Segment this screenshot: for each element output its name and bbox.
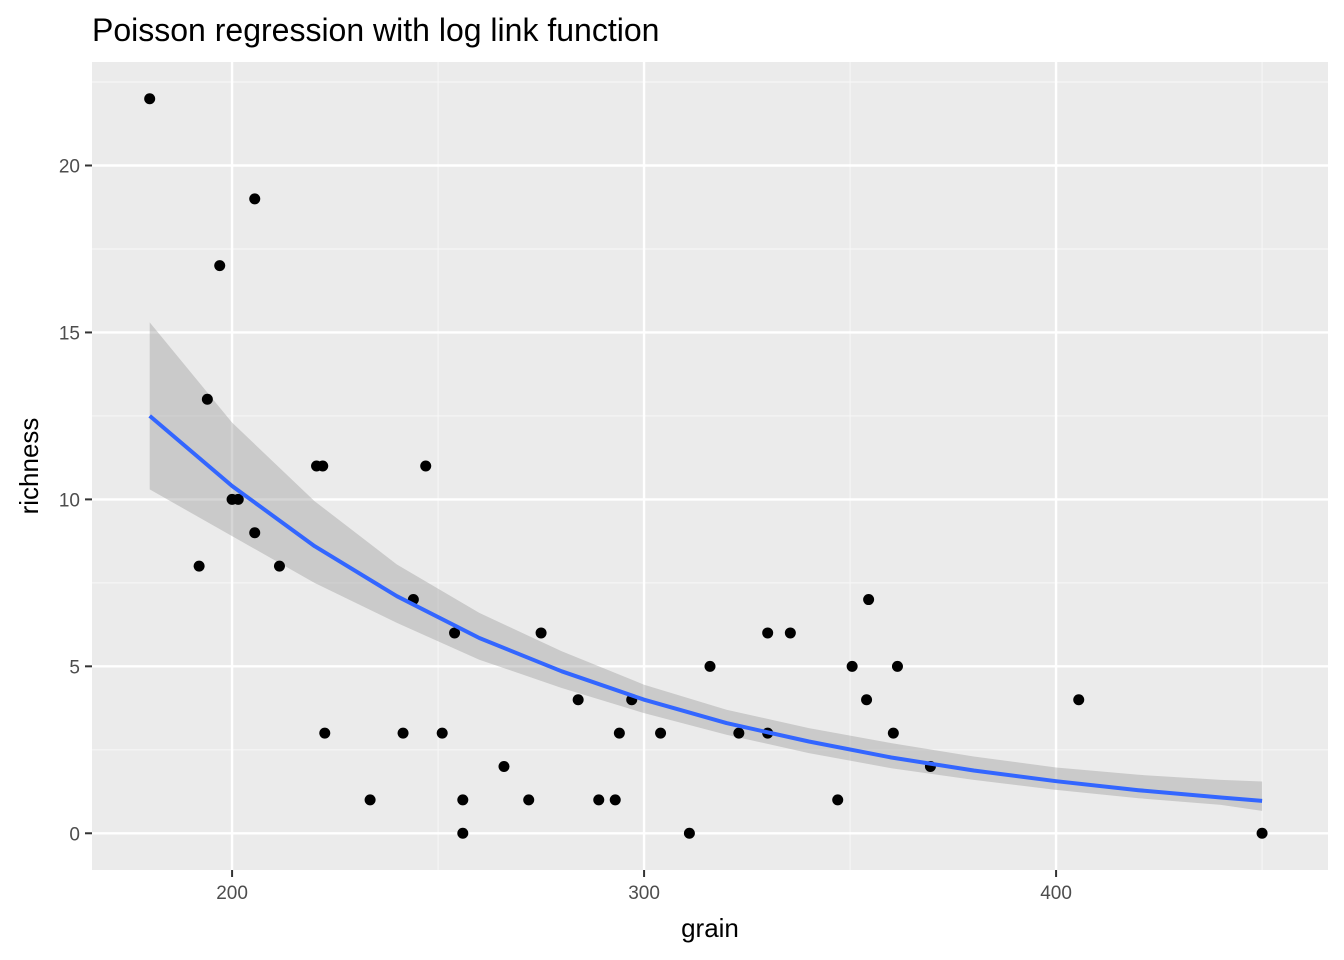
chart-title: Poisson regression with log link functio…	[92, 12, 659, 48]
data-point	[572, 694, 584, 706]
data-point	[609, 794, 621, 806]
fit-line	[148, 414, 1263, 803]
y-tick-label: 10	[59, 490, 80, 511]
data-point	[832, 794, 844, 806]
data-point	[449, 627, 461, 639]
y-axis-label: richness	[14, 418, 44, 515]
data-point	[249, 527, 261, 539]
data-point	[683, 827, 695, 839]
y-tick-label: 20	[59, 157, 80, 178]
x-tick-label: 400	[1040, 883, 1072, 904]
data-point	[214, 260, 226, 272]
data-point	[201, 393, 213, 405]
y-tick-label: 0	[69, 824, 80, 845]
data-point	[861, 694, 873, 706]
data-point	[457, 827, 469, 839]
data-point	[846, 660, 858, 672]
major-grid	[92, 62, 1328, 870]
data-point	[1256, 827, 1268, 839]
data-point	[193, 560, 205, 572]
tick-labels: 200 300 400 0 5 10 15 20	[59, 157, 1072, 904]
data-point	[704, 660, 716, 672]
y-tick-label: 5	[69, 657, 80, 678]
minor-grid	[92, 62, 1328, 870]
data-point	[655, 727, 667, 739]
data-point	[232, 493, 244, 505]
data-points	[144, 93, 1268, 839]
data-point	[613, 727, 625, 739]
plot-panel	[92, 62, 1328, 870]
y-tick-label: 15	[59, 323, 80, 344]
data-point	[535, 627, 547, 639]
data-point	[784, 627, 796, 639]
x-tick-label: 200	[216, 883, 248, 904]
data-point	[593, 794, 605, 806]
data-point	[436, 727, 448, 739]
data-point	[364, 794, 376, 806]
data-point	[397, 727, 409, 739]
x-axis-label: grain	[681, 913, 739, 943]
x-tick-label: 300	[628, 883, 660, 904]
data-point	[144, 93, 156, 105]
data-point	[863, 594, 875, 606]
data-point	[273, 560, 285, 572]
axis-ticks	[85, 164, 1058, 877]
data-point	[733, 727, 745, 739]
data-point	[523, 794, 535, 806]
data-point	[887, 727, 899, 739]
data-point	[498, 760, 510, 772]
data-point	[762, 627, 774, 639]
data-point	[457, 794, 469, 806]
data-point	[1073, 694, 1085, 706]
data-point	[420, 460, 432, 472]
data-point	[249, 193, 261, 205]
confidence-ribbon	[149, 322, 1263, 811]
data-point	[891, 660, 903, 672]
data-point	[317, 460, 329, 472]
data-point	[319, 727, 331, 739]
